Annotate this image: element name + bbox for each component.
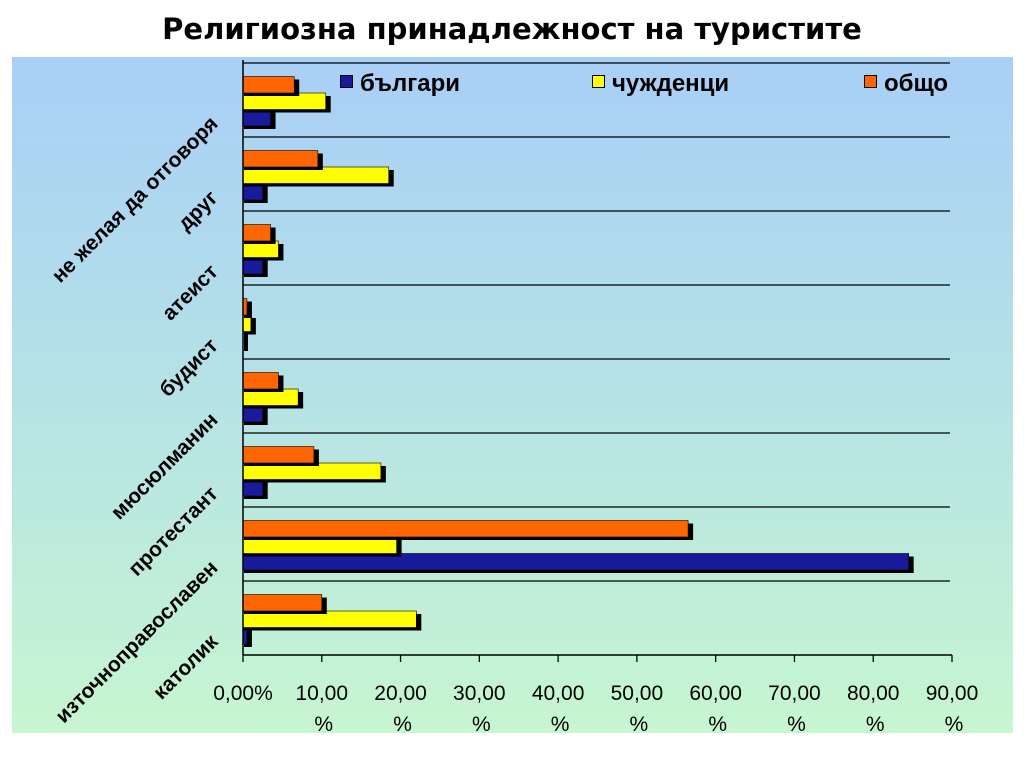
bar-shadow: [244, 334, 248, 351]
category-label-4: будист: [155, 334, 222, 401]
plot-background: [12, 57, 1013, 733]
chart-title: Религиозна принадлежност на туристите: [162, 12, 862, 46]
x-tick-label: 60,00%: [689, 682, 742, 736]
legend-label-bulgarians: българи: [360, 70, 461, 97]
bar-shadow: [244, 301, 252, 318]
x-tick-label: 40,00%: [532, 682, 585, 736]
bar-общо-атеист: [242, 224, 271, 242]
x-tick-label: 50,00%: [611, 682, 664, 736]
bar-общо-протестант: [242, 446, 315, 464]
x-tick-label: 0,00%: [213, 682, 273, 705]
legend-swatch-foreigners: [592, 75, 605, 88]
x-tick-label: 20,00%: [374, 682, 427, 736]
x-tick-label: 90,00%: [926, 682, 979, 736]
category-label-6: друг: [174, 186, 223, 235]
x-tick-label: 10,00%: [295, 682, 348, 736]
legend-swatch-total: [864, 75, 877, 88]
legend-swatch-bulgarians: [340, 75, 353, 88]
x-tick-label: 80,00%: [847, 682, 900, 736]
x-tick-label: 70,00%: [768, 682, 821, 736]
bar-общо-католик: [242, 594, 323, 612]
bar-общо-мюсюлманин: [242, 372, 279, 390]
x-tick-label: 30,00%: [453, 682, 506, 736]
legend-label-foreigners: чужденци: [612, 70, 730, 97]
bar-shadow: [244, 630, 252, 647]
category-label-0: католик: [149, 630, 223, 704]
category-label-5: атеист: [158, 260, 223, 325]
bar-общо-друг: [242, 150, 319, 168]
bar-общо-източноправославен: [242, 520, 689, 538]
bar-общо-не желая да отговоря: [242, 76, 295, 94]
legend-label-total: общо: [884, 70, 949, 97]
